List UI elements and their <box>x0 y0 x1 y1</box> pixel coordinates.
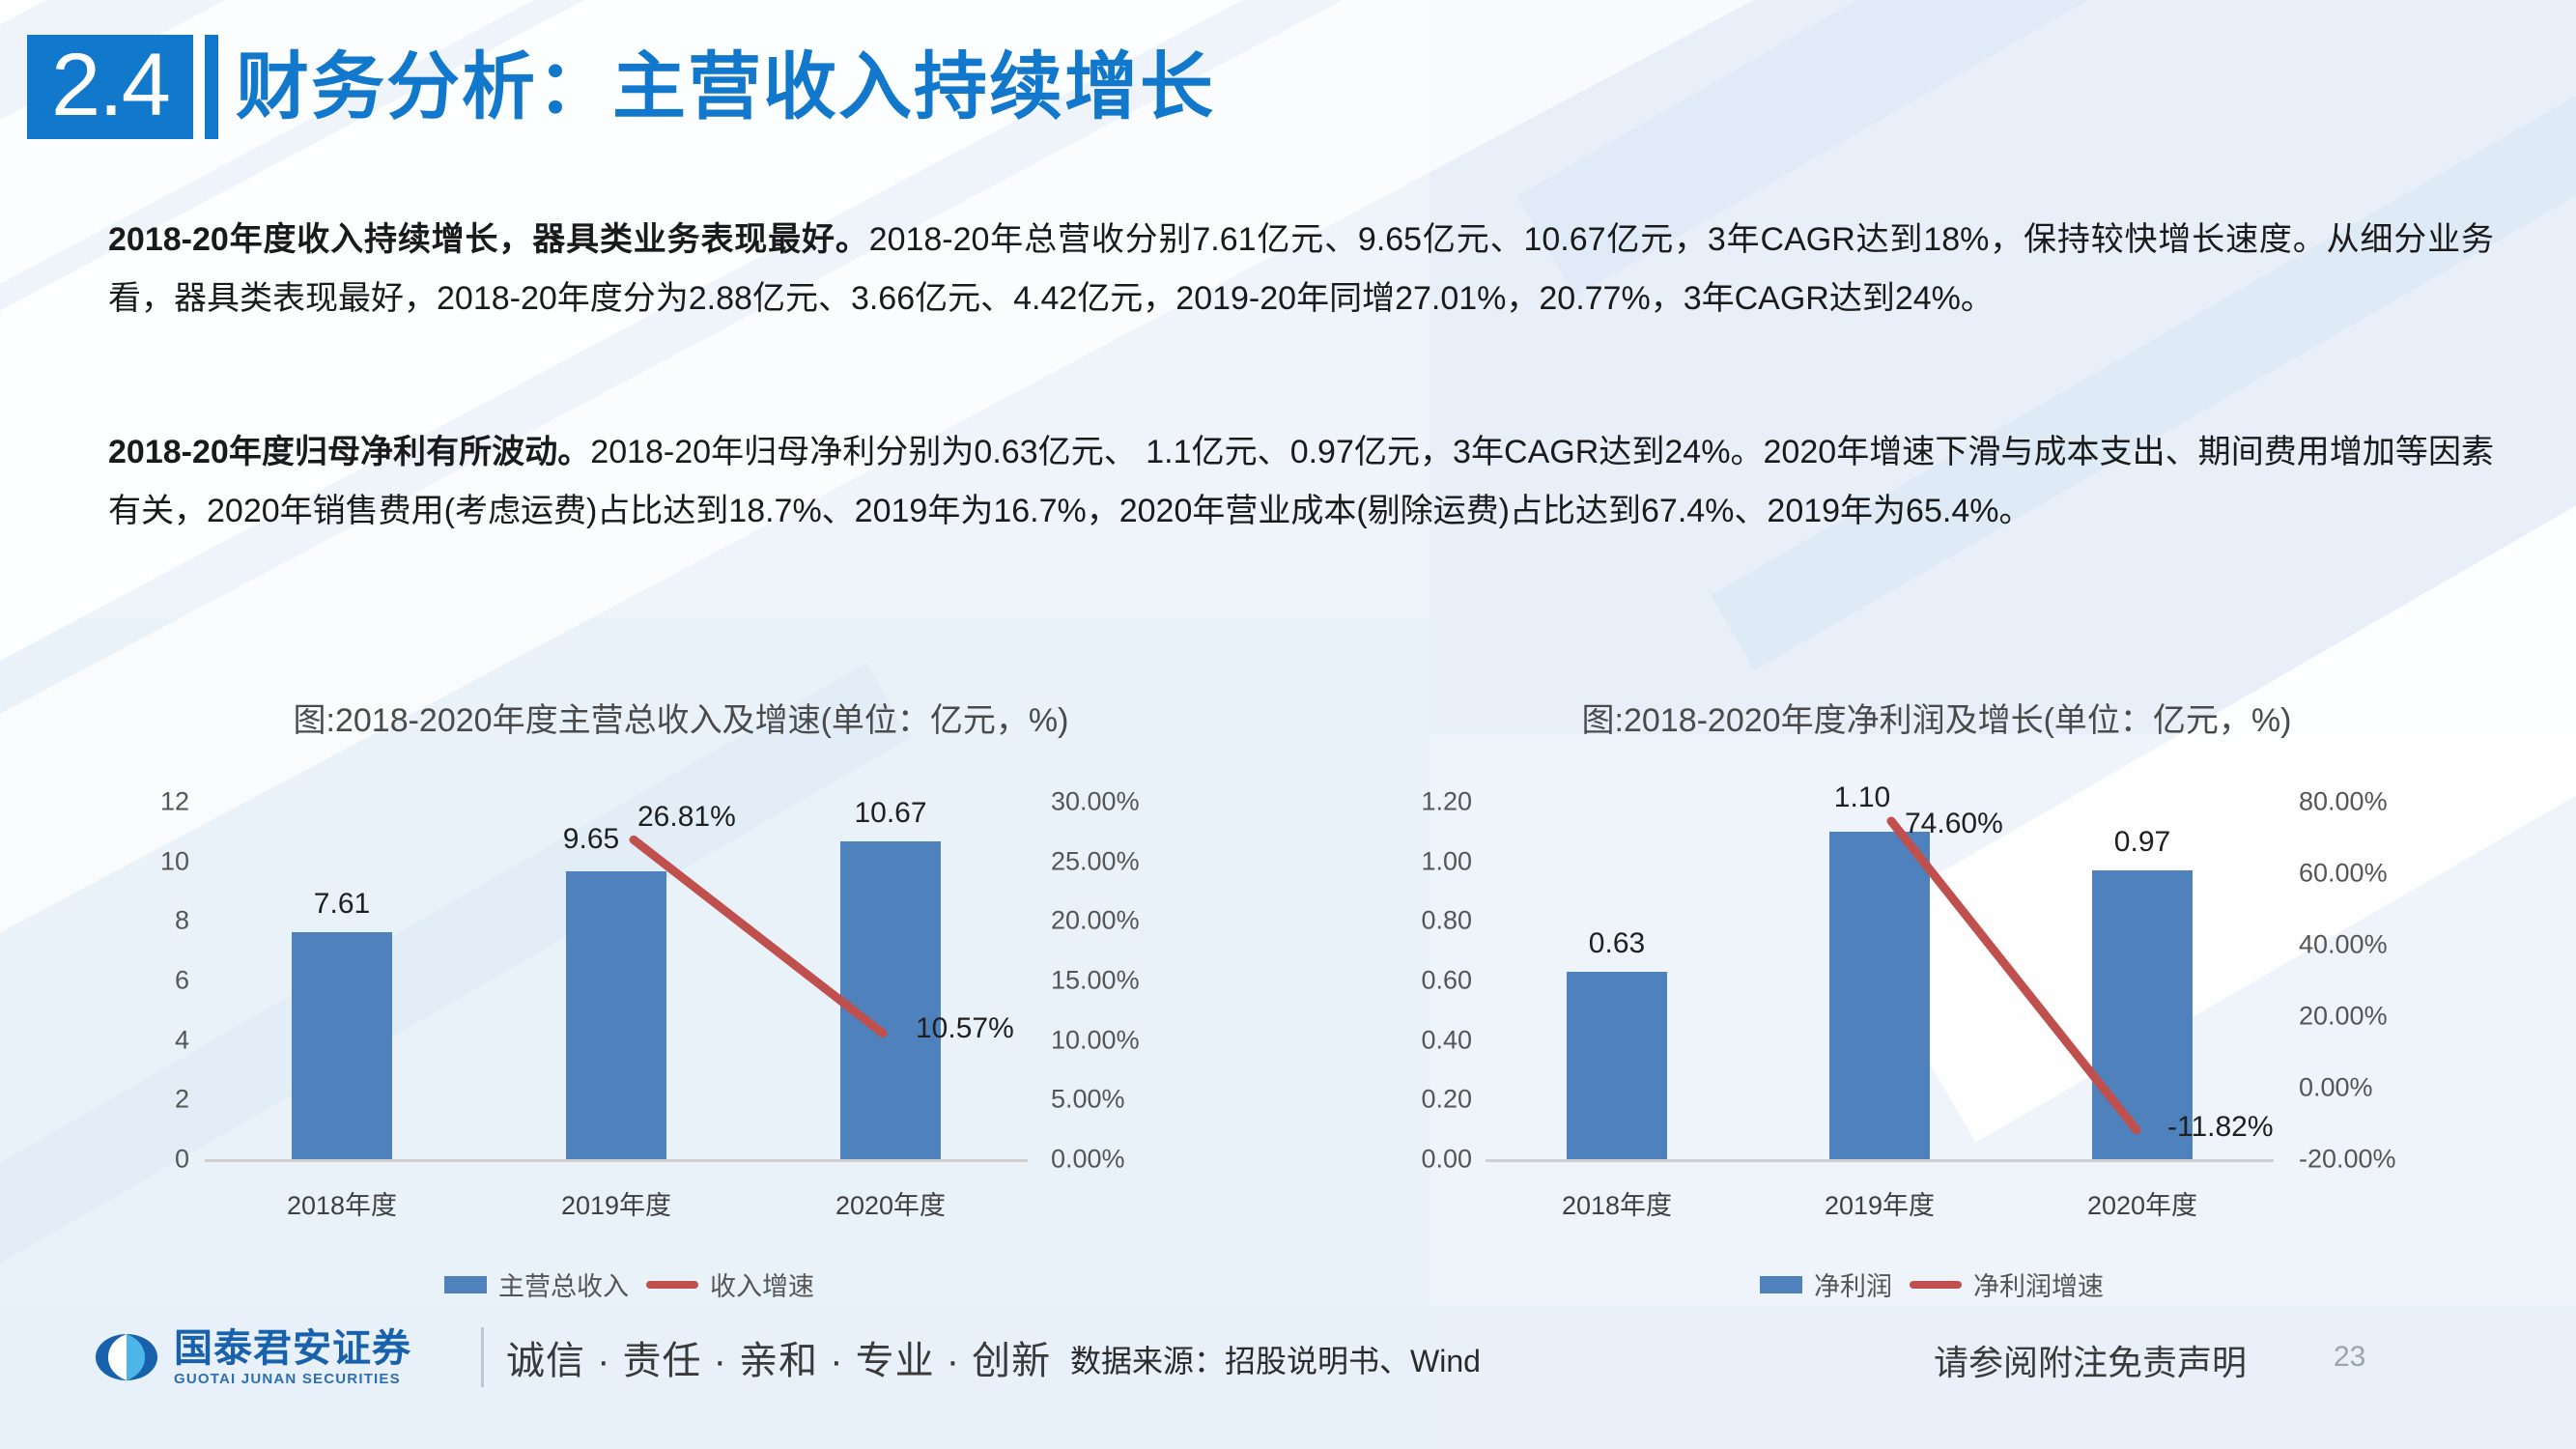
company-slogan: 诚信 · 责任 · 亲和 · 专业 · 创新 <box>506 1340 1052 1382</box>
right-axis-tick: -20.00% <box>2299 1144 2396 1174</box>
right-axis-tick: 30.00% <box>1051 786 1140 816</box>
guotai-junan-logo-icon <box>96 1334 157 1380</box>
company-logo: 国泰君安证券 GUOTAI JUNAN SECURITIES <box>95 1325 411 1389</box>
line-swatch-icon <box>1910 1280 1962 1289</box>
logo-english-name: GUOTAI JUNAN SECURITIES <box>174 1370 401 1387</box>
right-axis-tick: 80.00% <box>2299 786 2388 816</box>
bar-value-label: 10.67 <box>854 797 927 829</box>
right-axis-tick: 20.00% <box>1051 905 1140 935</box>
bar-swatch-icon <box>444 1275 487 1293</box>
right-axis-tick: 20.00% <box>2299 1001 2388 1031</box>
bar-value-label: 7.61 <box>313 888 371 921</box>
legend-item-bar: 净利润 <box>1760 1265 1892 1303</box>
line-swatch-icon <box>646 1280 698 1289</box>
legend-label-line: 收入增速 <box>710 1272 814 1301</box>
revenue-chart: 图:2018-2020年度主营总收入及增速(单位：亿元，%) 0 2 4 6 8 10 12… <box>58 694 1304 1273</box>
category-label: 2018年度 <box>1561 1191 1673 1220</box>
right-axis-tick: 5.00% <box>1051 1084 1125 1114</box>
profit-chart: 图:2018-2020年度净利润及增长(单位：亿元，%) 0.00 0.20 0.4… <box>1333 694 2540 1273</box>
bar <box>566 871 666 1159</box>
bar <box>1829 831 1930 1159</box>
revenue-chart-title: 图:2018-2020年度主营总收入及增速(单位：亿元，%) <box>293 702 1069 739</box>
footer-divider <box>481 1327 484 1387</box>
legend-label-bar: 净利润 <box>1814 1272 1892 1301</box>
legend-item-bar: 主营总收入 <box>444 1265 629 1303</box>
bar-value-label: 9.65 <box>562 823 620 856</box>
category-label: 2020年度 <box>2086 1191 2198 1220</box>
left-axis-tick: 0.60 <box>1421 965 1472 995</box>
profit-chart-legend: 净利润 净利润增速 <box>1760 1265 2104 1303</box>
left-axis-tick: 0 <box>174 1144 189 1174</box>
paragraph-2-lead: 2018-20年度归母净利有所波动。 <box>108 434 591 470</box>
right-axis-tick: 25.00% <box>1051 846 1140 876</box>
paragraph-1-lead: 2018-20年度收入持续增长，器具类业务表现最好。 <box>108 221 869 258</box>
legend-label-line: 净利润增速 <box>1973 1272 2104 1301</box>
right-axis-tick: 40.00% <box>2299 929 2388 959</box>
left-axis-tick: 0.20 <box>1421 1084 1472 1114</box>
right-axis-tick: 60.00% <box>2299 858 2388 888</box>
category-label: 2019年度 <box>560 1191 672 1220</box>
paragraph-2-text: 2018-20年归母净利分别为0.63亿元、 1.1亿元、0.97亿元，3年CA… <box>108 434 2494 529</box>
left-axis-tick: 8 <box>174 905 189 935</box>
line-value-label: 10.57% <box>916 1011 1014 1044</box>
bar <box>292 932 392 1159</box>
data-source-note: 数据来源：招股说明书、Wind <box>1070 1344 1481 1378</box>
line-value-label: -11.82% <box>2167 1110 2274 1143</box>
right-axis-tick: 15.00% <box>1051 965 1140 995</box>
left-axis-tick: 6 <box>174 965 189 995</box>
revenue-plot-area: 0 2 4 6 8 10 12 0.00% 5.00% 10.00% 15.00% 20.00% 25.… <box>58 694 1304 1273</box>
revenue-chart-legend: 主营总收入 收入增速 <box>444 1265 814 1303</box>
bar-value-label: 1.10 <box>1833 781 1891 813</box>
right-axis-tick: 0.00% <box>2299 1072 2373 1102</box>
left-axis-tick: 2 <box>174 1084 189 1114</box>
left-axis-tick: 0.40 <box>1421 1025 1472 1055</box>
category-label: 2019年度 <box>1824 1191 1936 1220</box>
profit-chart-title: 图:2018-2020年度净利润及增长(单位：亿元，%) <box>1581 702 2292 739</box>
body-paragraph-1: 2018-20年度收入持续增长，器具类业务表现最好。2018-20年总营收分别7… <box>108 211 2494 328</box>
left-axis-tick: 0.80 <box>1421 905 1472 935</box>
left-axis-tick: 1.20 <box>1421 786 1472 816</box>
right-axis-tick: 10.00% <box>1051 1025 1140 1055</box>
category-label: 2020年度 <box>835 1191 947 1220</box>
left-axis-tick: 12 <box>159 786 189 816</box>
category-label: 2018年度 <box>286 1191 398 1220</box>
line-value-label: 74.60% <box>1905 807 2003 839</box>
slide-header: 2.4 财务分析：主营收入持续增长 <box>0 0 2576 174</box>
bar <box>840 841 941 1159</box>
page-title: 财务分析：主营收入持续增长 <box>236 46 1215 128</box>
profit-plot-area: 0.00 0.20 0.40 0.60 0.80 1.00 1.20 -20.00% 0.00%… <box>1333 694 2540 1273</box>
paragraph-1-text: 2018-20年总营收分别7.61亿元、9.65亿元、10.67亿元，3年CAG… <box>108 221 2494 317</box>
section-number-badge: 2.4 <box>27 35 193 139</box>
line-value-label: 26.81% <box>637 801 736 834</box>
left-axis-tick: 0.00 <box>1421 1144 1472 1174</box>
legend-label-bar: 主营总收入 <box>498 1272 629 1301</box>
logo-chinese-name: 国泰君安证券 <box>174 1326 411 1370</box>
left-axis-tick: 1.00 <box>1421 846 1472 876</box>
bar-swatch-icon <box>1760 1275 1802 1293</box>
right-axis-tick: 0.00% <box>1051 1144 1125 1174</box>
bar <box>1567 971 1667 1159</box>
legend-item-line: 净利润增速 <box>1910 1265 2104 1303</box>
title-accent-bar <box>205 35 218 139</box>
page-number: 23 <box>2334 1341 2366 1373</box>
growth-rate-line <box>1886 816 2141 1135</box>
body-paragraph-2: 2018-20年度归母净利有所波动。2018-20年归母净利分别为0.63亿元、… <box>108 423 2494 541</box>
slide-footer: 国泰君安证券 GUOTAI JUNAN SECURITIES 诚信 · 责任 ·… <box>0 1321 2576 1449</box>
axis-baseline <box>205 1159 1028 1162</box>
disclaimer-note: 请参阅附注免责声明 <box>1934 1343 2248 1382</box>
legend-item-line: 收入增速 <box>646 1265 814 1303</box>
left-axis-tick: 4 <box>174 1025 189 1055</box>
axis-baseline <box>1486 1159 2274 1162</box>
bar-value-label: 0.97 <box>2113 825 2171 858</box>
bar-value-label: 0.63 <box>1588 926 1646 959</box>
left-axis-tick: 10 <box>159 846 189 876</box>
